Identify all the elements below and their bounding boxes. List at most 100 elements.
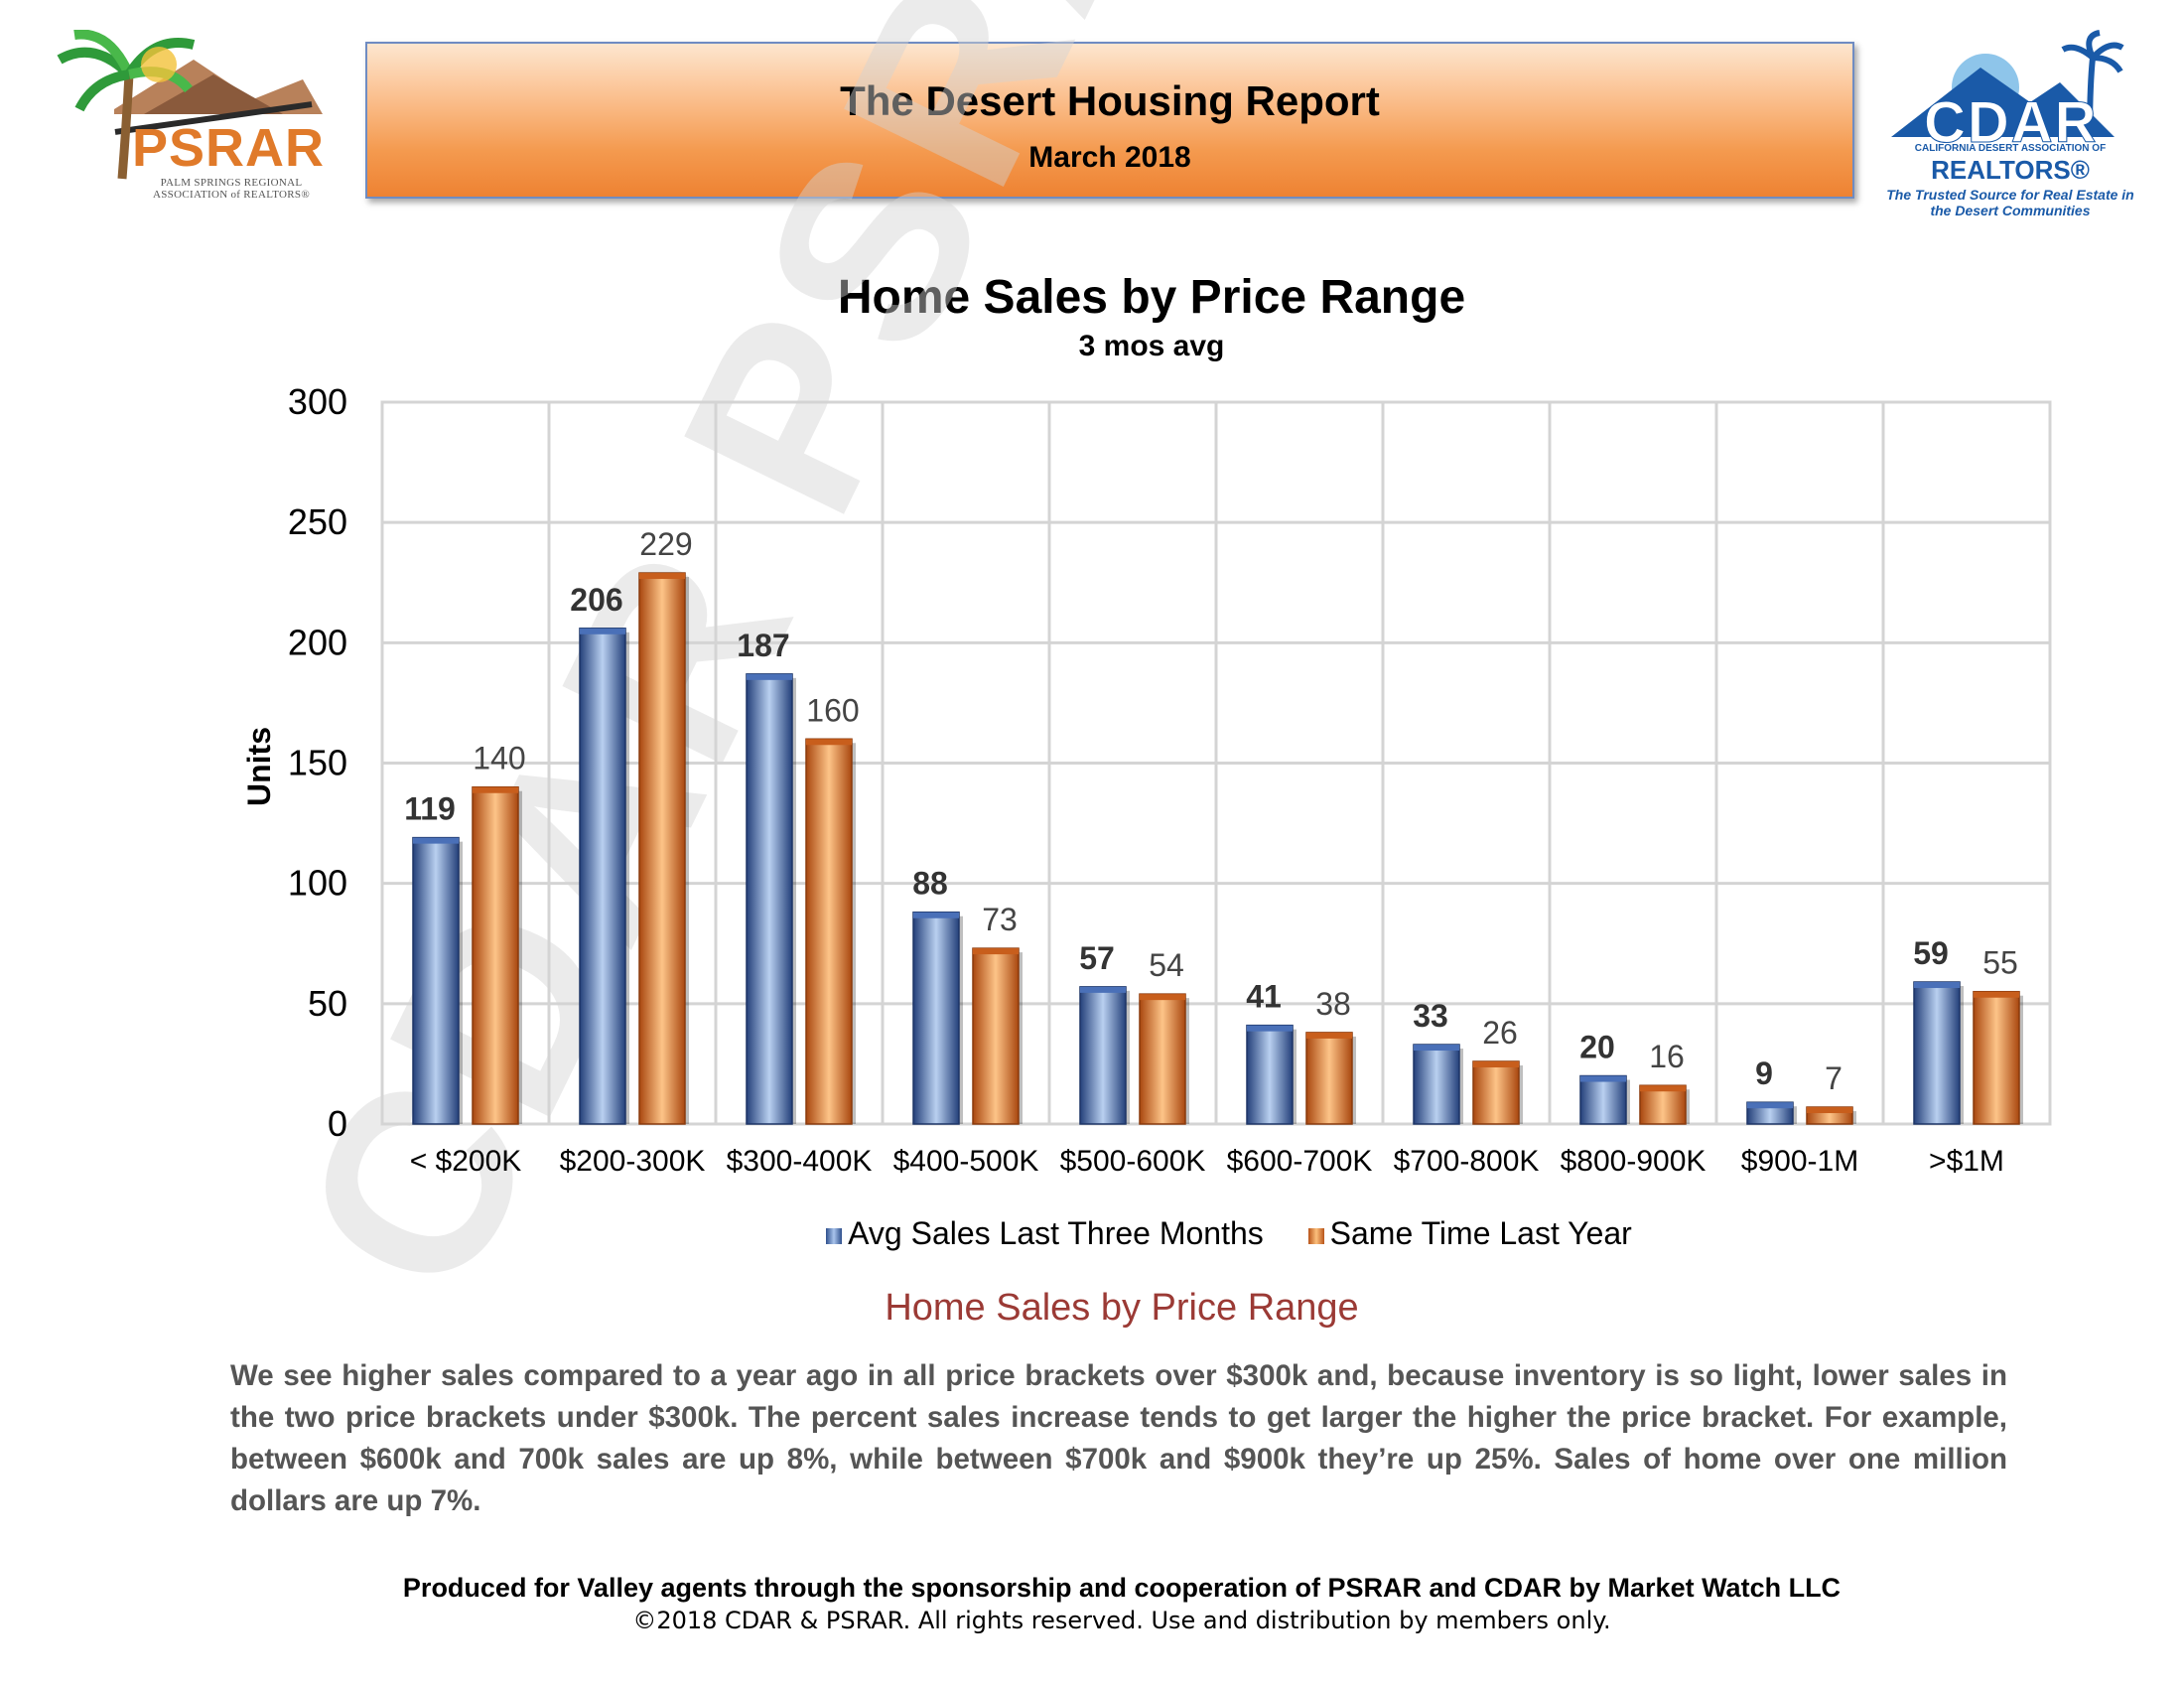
bar-cap bbox=[1580, 1075, 1626, 1082]
footer-credit: Produced for Valley agents through the s… bbox=[402, 1573, 1842, 1603]
data-label-avg: 33 bbox=[1413, 998, 1448, 1034]
legend-swatch-orange bbox=[1307, 1227, 1324, 1244]
data-label-last-year: 54 bbox=[1149, 947, 1184, 983]
psrar-logo: PSRAR PALM SPRINGS REGIONAL ASSOCIATION … bbox=[55, 30, 333, 201]
bar-last-year bbox=[1973, 990, 2020, 1125]
x-tick-label: $400-500K bbox=[893, 1145, 1039, 1178]
y-tick-label: 250 bbox=[288, 501, 347, 542]
data-label-last-year: 38 bbox=[1315, 986, 1351, 1022]
data-label-avg: 20 bbox=[1579, 1030, 1615, 1065]
bar-cap bbox=[1640, 1085, 1686, 1092]
y-tick-label: 300 bbox=[288, 381, 347, 422]
data-label-avg: 88 bbox=[912, 866, 948, 902]
cdar-logo-line2: REALTORS® bbox=[1931, 155, 2090, 185]
data-label-last-year: 229 bbox=[639, 526, 692, 562]
bar-cap bbox=[1747, 1102, 1793, 1109]
house-mountain-icon bbox=[1891, 30, 2124, 138]
legend-item-avg: Avg Sales Last Three Months bbox=[826, 1215, 1264, 1252]
report-title: The Desert Housing Report bbox=[840, 77, 1380, 124]
data-label-avg: 119 bbox=[404, 791, 456, 827]
bar-avg-sales bbox=[579, 628, 626, 1125]
data-label-last-year: 140 bbox=[473, 741, 525, 776]
bar-last-year bbox=[972, 947, 1020, 1125]
bar-cap bbox=[1914, 982, 1960, 989]
bar-avg-sales bbox=[412, 836, 460, 1125]
bar-cap bbox=[1247, 1025, 1293, 1032]
bar-cap bbox=[1080, 986, 1126, 993]
x-tick-label: $700-800K bbox=[1394, 1145, 1540, 1178]
bar-avg-sales bbox=[912, 911, 960, 1125]
data-label-avg: 187 bbox=[737, 628, 789, 663]
y-tick-label: 200 bbox=[288, 622, 347, 662]
palm-tree-icon bbox=[57, 30, 323, 180]
bar-cap bbox=[473, 786, 518, 793]
legend-swatch-blue bbox=[826, 1227, 843, 1244]
x-tick-label: $900-1M bbox=[1741, 1145, 1858, 1178]
x-tick-label: $300-400K bbox=[727, 1145, 873, 1178]
y-tick-label: 0 bbox=[328, 1103, 347, 1144]
bar-last-year bbox=[472, 785, 519, 1125]
chart-title: Home Sales by Price Range bbox=[837, 271, 1466, 324]
data-label-last-year: 7 bbox=[1825, 1060, 1843, 1096]
data-label-last-year: 55 bbox=[1982, 945, 2018, 981]
bar-cap bbox=[747, 673, 792, 680]
x-tick-label: $200-300K bbox=[560, 1145, 706, 1178]
legend-label-last-year: Same Time Last Year bbox=[1329, 1215, 1632, 1252]
cdar-logo: CDAR CALIFORNIA DESERT ASSOCIATION OF RE… bbox=[1886, 28, 2164, 218]
bar-cap bbox=[639, 573, 685, 580]
bar-avg-sales bbox=[1246, 1024, 1294, 1125]
data-label-last-year: 160 bbox=[806, 692, 859, 728]
report-banner: The Desert Housing Report March 2018 bbox=[365, 42, 1854, 199]
y-axis-label: Units bbox=[241, 727, 277, 806]
bar-avg-sales bbox=[1413, 1044, 1460, 1125]
y-tick-label: 100 bbox=[288, 863, 347, 904]
bar-cap bbox=[1974, 991, 2019, 998]
data-label-last-year: 73 bbox=[982, 902, 1018, 937]
bar-last-year bbox=[1305, 1032, 1353, 1125]
bar-cap bbox=[413, 837, 459, 844]
data-label-avg: 57 bbox=[1079, 940, 1115, 976]
bar-avg-sales bbox=[1913, 981, 1961, 1125]
chart-legend: Avg Sales Last Three Months Same Time La… bbox=[137, 1213, 2184, 1252]
data-label-avg: 9 bbox=[1755, 1055, 1773, 1091]
chart-subtitle: 3 mos avg bbox=[1078, 330, 1225, 362]
bar-cap bbox=[1140, 994, 1185, 1001]
legend-item-last-year: Same Time Last Year bbox=[1307, 1215, 1632, 1252]
bar-cap bbox=[1306, 1032, 1352, 1039]
bar-avg-sales bbox=[1079, 986, 1127, 1125]
bar-cap bbox=[913, 912, 959, 918]
bar-last-year bbox=[1139, 993, 1186, 1125]
bar-cap bbox=[973, 948, 1019, 955]
bar-cap bbox=[1414, 1045, 1459, 1052]
x-tick-label: >$1M bbox=[1929, 1145, 2004, 1178]
bar-cap bbox=[580, 628, 625, 634]
section-body: We see higher sales compared to a year a… bbox=[230, 1359, 2007, 1517]
bar-avg-sales bbox=[1579, 1074, 1627, 1125]
bar-cap bbox=[806, 739, 852, 746]
data-label-avg: 206 bbox=[570, 582, 622, 618]
cdar-logo-line1: CALIFORNIA DESERT ASSOCIATION OF bbox=[1914, 143, 2107, 154]
psrar-logo-text: PSRAR bbox=[132, 118, 326, 178]
bar-cap bbox=[1473, 1060, 1519, 1067]
cdar-logo-text: CDAR bbox=[1924, 90, 2099, 156]
psrar-logo-subtext: PALM SPRINGS REGIONAL ASSOCIATION of REA… bbox=[153, 177, 310, 201]
y-tick-label: 150 bbox=[288, 743, 347, 783]
y-tick-label: 50 bbox=[308, 983, 347, 1024]
section-heading: Home Sales by Price Range bbox=[885, 1287, 1359, 1329]
bar-avg-sales bbox=[746, 673, 793, 1125]
data-label-last-year: 16 bbox=[1649, 1039, 1685, 1074]
report-date: March 2018 bbox=[1028, 141, 1191, 174]
x-tick-label: $800-900K bbox=[1561, 1145, 1706, 1178]
cdar-logo-tagline: The Trusted Source for Real Estate in th… bbox=[1886, 187, 2134, 218]
x-tick-label: $600-700K bbox=[1227, 1145, 1373, 1178]
bar-last-year bbox=[638, 572, 686, 1125]
x-tick-label: < $200K bbox=[410, 1145, 522, 1178]
bar-last-year bbox=[1472, 1060, 1520, 1125]
data-label-last-year: 26 bbox=[1482, 1015, 1518, 1051]
bar-cap bbox=[1807, 1107, 1852, 1114]
bar-last-year bbox=[805, 738, 853, 1125]
footer-copyright: ©2018 CDAR & PSRAR. All rights reserved.… bbox=[632, 1607, 1611, 1634]
legend-label-avg: Avg Sales Last Three Months bbox=[848, 1215, 1264, 1252]
x-tick-label: $500-600K bbox=[1060, 1145, 1206, 1178]
